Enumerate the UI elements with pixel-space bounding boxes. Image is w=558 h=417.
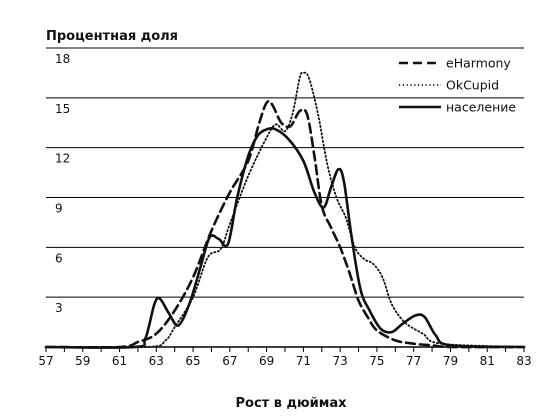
x-tick-73: 73 (333, 354, 348, 368)
x-tick-83: 83 (516, 354, 531, 368)
y-tick-15: 15 (55, 102, 70, 116)
series-lines (44, 71, 526, 349)
y-tick-12: 12 (55, 152, 70, 166)
y-axis-title: Процентная доля (46, 29, 178, 44)
legend-label-2: OkCupid (446, 78, 499, 93)
x-tick-67: 67 (222, 354, 237, 368)
x-tick-57: 57 (38, 354, 53, 368)
y-tick-labels: 3 6 9 12 15 18 (55, 52, 70, 315)
series-line-3 (44, 127, 526, 349)
x-tick-61: 61 (112, 354, 127, 368)
legend-label-1: eHarmony (446, 56, 511, 71)
x-tick-labels: 57 59 61 63 65 67 69 71 73 75 77 79 81 83 (38, 347, 532, 368)
grid-lines (46, 47, 524, 348)
x-tick-81: 81 (480, 354, 495, 368)
y-tick-6: 6 (55, 251, 63, 265)
x-tick-63: 63 (149, 354, 164, 368)
x-tick-65: 65 (185, 354, 200, 368)
x-tick-59: 59 (75, 354, 90, 368)
legend-label-3: население (446, 100, 516, 115)
x-tick-71: 71 (296, 354, 311, 368)
x-tick-69: 69 (259, 354, 274, 368)
legend: eHarmony OkCupid население (399, 56, 516, 115)
y-tick-3: 3 (55, 301, 63, 315)
series-line-2 (45, 71, 525, 349)
x-axis-title: Рост в дюймах (235, 396, 347, 411)
y-tick-18: 18 (55, 52, 70, 66)
x-tick-75: 75 (369, 354, 384, 368)
x-tick-79: 79 (443, 354, 458, 368)
series-line-1 (44, 99, 526, 349)
y-tick-9: 9 (55, 202, 63, 216)
x-tick-77: 77 (406, 354, 421, 368)
